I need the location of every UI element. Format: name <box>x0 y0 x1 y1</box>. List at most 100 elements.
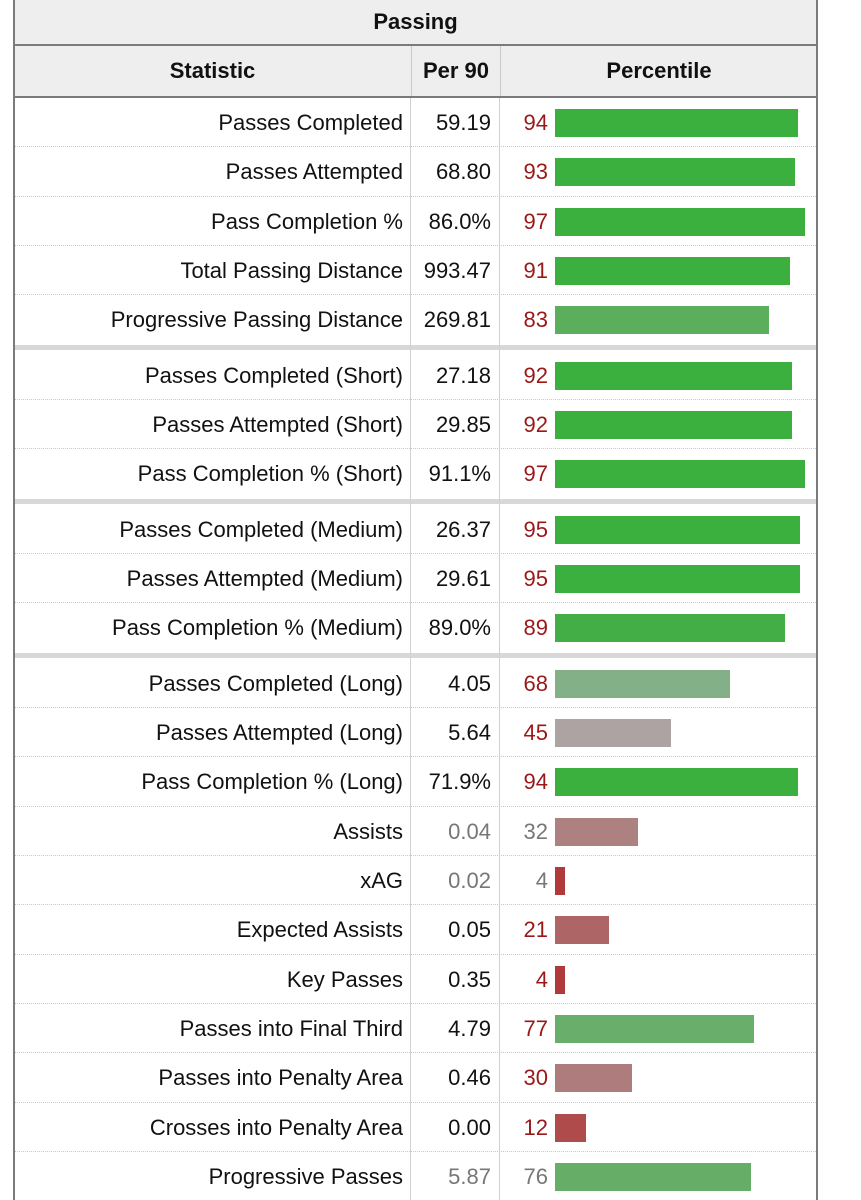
percentile-bar <box>555 768 798 797</box>
percentile-bar <box>555 410 792 439</box>
row-divider <box>15 553 816 554</box>
percentile-bar <box>555 1162 751 1191</box>
per90-value: 71.9% <box>428 769 491 795</box>
per90-value: 269.81 <box>423 307 491 333</box>
stat-name[interactable]: Expected Assists <box>236 917 403 943</box>
stat-name[interactable]: Passes Completed (Medium) <box>119 516 403 542</box>
stat-name[interactable]: Progressive Passing Distance <box>110 307 403 333</box>
per90-value: 0.00 <box>448 1114 491 1140</box>
table-row: Passes Completed (Medium) 26.37 95 <box>15 505 816 554</box>
percentile-label: 21 <box>523 917 548 943</box>
per90-value: 4.79 <box>448 1015 491 1041</box>
stat-name[interactable]: Passes Attempted (Medium) <box>126 565 403 591</box>
percentile-bar <box>555 460 805 489</box>
percentile-bar <box>555 916 609 945</box>
table-row: Total Passing Distance 993.47 91 <box>15 246 816 295</box>
passing-table: Passing Statistic Per 90 Percentile Pass… <box>13 0 818 1200</box>
per90-value: 5.87 <box>448 1163 491 1189</box>
row-divider <box>15 756 816 757</box>
header-per90[interactable]: Per 90 <box>411 46 500 96</box>
percentile-label: 93 <box>523 159 548 185</box>
percentile-label: 97 <box>523 461 548 487</box>
table-row: Pass Completion % 86.0% 97 <box>15 197 816 246</box>
row-divider <box>15 245 816 246</box>
row-divider <box>15 602 816 603</box>
table-row: Passes into Penalty Area 0.46 30 <box>15 1053 816 1102</box>
stat-name[interactable]: Pass Completion % (Medium) <box>112 615 403 641</box>
stat-name[interactable]: Passes Completed (Long) <box>148 670 403 696</box>
stat-name[interactable]: xAG <box>360 867 403 893</box>
table-row: Passes Completed (Short) 27.18 92 <box>15 351 816 400</box>
table-row: Key Passes 0.35 4 <box>15 955 816 1004</box>
stat-name[interactable]: Total Passing Distance <box>180 257 403 283</box>
stat-name[interactable]: Passes Completed <box>218 110 403 135</box>
percentile-bar <box>555 207 805 236</box>
row-divider <box>15 196 816 197</box>
stat-name[interactable]: Assists <box>333 818 403 844</box>
stat-name[interactable]: Pass Completion % (Long) <box>141 769 403 795</box>
stat-name[interactable]: Passes Attempted <box>225 159 403 185</box>
header-percentile[interactable]: Percentile <box>500 46 816 96</box>
stat-name[interactable]: Pass Completion % <box>211 208 403 234</box>
table-row: Pass Completion % (Short) 91.1% 97 <box>15 449 816 498</box>
stat-name[interactable]: Key Passes <box>286 966 403 992</box>
per90-value: 27.18 <box>435 362 491 388</box>
per90-value: 68.80 <box>435 159 491 185</box>
stat-name[interactable]: Passes Completed (Short) <box>145 362 403 388</box>
percentile-label: 68 <box>523 670 548 696</box>
percentile-label: 94 <box>523 110 548 135</box>
per90-value: 0.35 <box>448 966 491 992</box>
header-statistic[interactable]: Statistic <box>169 58 256 83</box>
percentile-label: 95 <box>523 565 548 591</box>
percentile-label: 97 <box>523 208 548 234</box>
stat-name[interactable]: Passes into Final Third <box>179 1015 403 1041</box>
table-header-row: Statistic Per 90 Percentile <box>15 46 816 98</box>
column-divider <box>499 98 500 1200</box>
per90-value: 0.05 <box>448 917 491 943</box>
percentile-label: 77 <box>523 1015 548 1041</box>
percentile-label: 89 <box>523 615 548 641</box>
percentile-label: 92 <box>523 411 548 437</box>
group-separator <box>15 344 816 350</box>
percentile-label: 45 <box>523 719 548 745</box>
percentile-label: 4 <box>535 867 548 893</box>
row-divider <box>15 294 816 295</box>
table-body: Passes Completed 59.19 94 Passes Attempted 6… <box>15 0 816 1200</box>
per90-value: 29.85 <box>435 411 491 437</box>
stat-name[interactable]: Progressive Passes <box>208 1163 403 1189</box>
row-divider <box>15 1003 816 1004</box>
stat-name[interactable]: Crosses into Penalty Area <box>149 1114 403 1140</box>
row-divider <box>15 1151 816 1152</box>
group-separator <box>15 652 816 658</box>
table-row: Passes Completed (Long) 4.05 68 <box>15 659 816 708</box>
percentile-bar <box>555 1113 586 1142</box>
row-divider <box>15 448 816 449</box>
percentile-bar <box>555 109 798 137</box>
stat-name[interactable]: Passes into Penalty Area <box>158 1065 403 1091</box>
table-row: Progressive Passing Distance 269.81 83 <box>15 295 816 344</box>
table-row: Crosses into Penalty Area 0.00 12 <box>15 1103 816 1152</box>
row-divider <box>15 399 816 400</box>
table-row: Passes Attempted (Medium) 29.61 95 <box>15 554 816 603</box>
per90-value: 89.0% <box>428 615 491 641</box>
row-divider <box>15 146 816 147</box>
stat-name[interactable]: Passes Attempted (Short) <box>152 411 403 437</box>
table-row: Expected Assists 0.05 21 <box>15 905 816 954</box>
per90-value: 993.47 <box>423 257 491 283</box>
per90-value: 4.05 <box>448 670 491 696</box>
percentile-label: 76 <box>523 1163 548 1189</box>
percentile-label: 30 <box>523 1065 548 1091</box>
table-row: Progressive Passes 5.87 76 <box>15 1152 816 1200</box>
per90-value: 91.1% <box>428 461 491 487</box>
stat-name[interactable]: Passes Attempted (Long) <box>155 719 403 745</box>
table-row: Pass Completion % (Medium) 89.0% 89 <box>15 603 816 652</box>
row-divider <box>15 1052 816 1053</box>
stat-name[interactable]: Pass Completion % (Short) <box>137 461 403 487</box>
percentile-bar <box>555 256 790 285</box>
table-row: Passes into Final Third 4.79 77 <box>15 1004 816 1053</box>
row-divider <box>15 1102 816 1103</box>
percentile-bar <box>555 817 638 846</box>
table-row: Passes Completed 59.19 94 <box>15 98 816 147</box>
percentile-label: 32 <box>523 818 548 844</box>
row-divider <box>15 806 816 807</box>
